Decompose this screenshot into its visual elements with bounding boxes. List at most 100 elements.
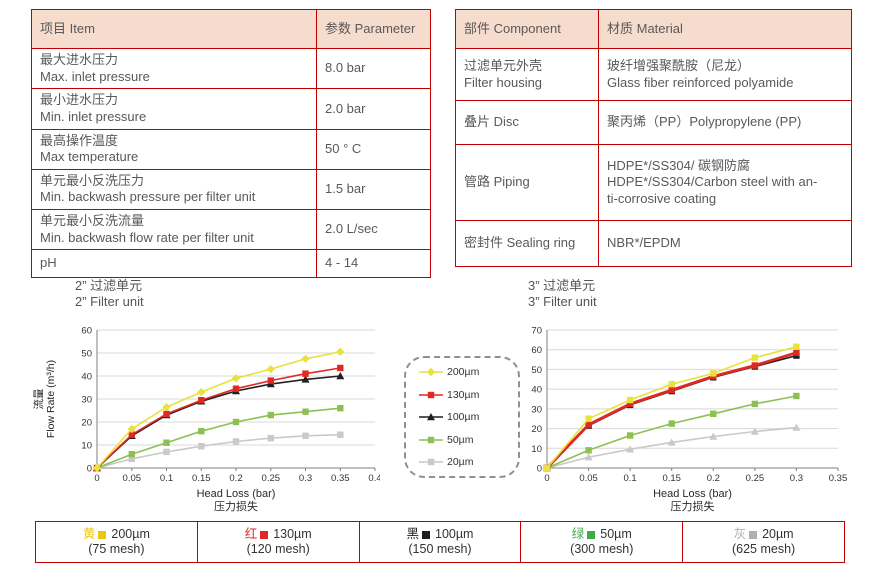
color-key-row: 红 130µm: [245, 527, 312, 542]
data-point-marker: [792, 423, 801, 431]
svg-text:10: 10: [531, 444, 542, 455]
data-point-marker: [197, 387, 206, 397]
spec-table-body: 最大进水压力 Max. inlet pressure 8.0 bar 最小进水压力 …: [31, 47, 431, 279]
color-swatch: [98, 530, 107, 539]
data-point-marker: [198, 397, 205, 404]
data-point-marker: [128, 451, 135, 458]
color-name-cn: 黑: [406, 527, 419, 541]
x-axis-label: Head Loss (bar) 压力损失: [97, 488, 375, 514]
data-point-marker: [163, 410, 170, 418]
data-point-marker: [626, 400, 634, 408]
series-line-50µm: [96, 407, 341, 469]
material-cell: 玻纤增强聚酰胺（尼龙） Glass fiber reinforced polya…: [598, 48, 852, 101]
spec-header-parameter: 参数 Parameter: [316, 9, 431, 49]
data-point-marker: [267, 434, 274, 442]
color-key-row: 黑 100µm: [406, 527, 473, 542]
data-point-marker: [427, 458, 435, 466]
data-point-marker: [337, 431, 344, 438]
component-cell: 管路 Piping: [455, 144, 599, 221]
data-point-marker: [232, 385, 240, 392]
svg-text:0: 0: [87, 464, 92, 475]
micron-size: 20µm: [762, 527, 794, 541]
data-point-marker: [668, 381, 675, 388]
series-line-50µm: [546, 395, 797, 469]
data-point-marker: [128, 455, 135, 462]
legend-entry-label: 200µm: [447, 366, 480, 378]
material-table-body: 过滤单元外壳 Filter housing 玻纤增强聚酰胺（尼龙） Glass f…: [455, 48, 852, 267]
data-point-marker: [302, 370, 309, 377]
chart-title-cn: 3” 过滤单元: [528, 278, 596, 293]
legend-entry: 200µm: [418, 366, 512, 378]
chart-title: 3” 过滤单元 3” Filter unit: [528, 278, 866, 310]
chart-title: 2” 过滤单元 2” Filter unit: [75, 278, 398, 310]
data-point-marker: [127, 424, 136, 434]
color-name-cn: 黄: [82, 527, 96, 541]
data-point-marker: [337, 405, 344, 412]
parameter-cell: 8.0 bar: [316, 47, 431, 90]
material-cell: NBR*/EPDM: [598, 220, 852, 267]
legend-entry: 50µm: [418, 434, 512, 446]
data-point-marker: [301, 375, 310, 383]
spec-header-item: 项目 Item: [31, 9, 317, 49]
color-key-row: 黄 200µm: [83, 527, 150, 542]
data-point-marker: [751, 400, 759, 408]
svg-text:50: 50: [81, 349, 92, 360]
legend-marker-icon: [419, 436, 443, 443]
item-cell: 单元最小反洗流量 Min. backwash flow rate per fil…: [31, 208, 317, 251]
svg-text:20: 20: [531, 424, 542, 435]
data-point-marker: [710, 370, 717, 377]
table-row: 叠片 Disc 聚丙烯（PP）Polypropylene (PP): [455, 100, 852, 145]
color-key-cell: 黑 100µm (150 mesh): [358, 522, 521, 562]
data-point-marker: [426, 367, 436, 377]
parameter-cell: 2.0 bar: [316, 88, 431, 130]
table-row: 最小进水压力 Min. inlet pressure 2.0 bar: [31, 88, 431, 130]
data-point-marker: [626, 396, 634, 404]
data-point-marker: [750, 427, 759, 435]
chart-3inch-filter-unit: 3” 过滤单元 3” Filter unit 0 10 20 30 40 50 60 70 0 0…: [496, 278, 866, 514]
data-point-marker: [302, 432, 309, 439]
svg-text:0.15: 0.15: [192, 473, 211, 484]
material-header-material: 材质 Material: [598, 9, 852, 49]
item-cell: 最高操作温度 Max temperature: [31, 128, 317, 170]
data-point-marker: [626, 445, 635, 453]
data-point-marker: [543, 464, 551, 472]
micron-size: 100µm: [435, 527, 474, 541]
data-point-marker: [585, 421, 592, 428]
material-header-component: 部件 Component: [455, 9, 599, 49]
data-point-marker: [667, 438, 676, 446]
micron-size: 50µm: [600, 527, 632, 541]
series-line-200µm: [96, 351, 341, 469]
color-key-row: 绿 50µm: [572, 527, 632, 542]
legend-entry-label: 100µm: [447, 411, 480, 423]
color-key-row: 灰 20µm: [734, 527, 794, 542]
table-row: pH 4 - 14: [31, 249, 431, 279]
data-point-marker: [128, 431, 135, 438]
color-key-cell: 灰 20µm (625 mesh): [682, 522, 844, 562]
spec-table-header-row: 项目 Item 参数 Parameter: [31, 9, 431, 49]
mesh-size: (625 mesh): [731, 542, 796, 556]
data-point-marker: [92, 463, 102, 473]
mesh-size: (75 mesh): [88, 542, 145, 556]
micron-series-legend: 200µm 130µm 100µm 50µm 20µm: [404, 356, 520, 478]
x-axis-label-en: Head Loss (bar): [196, 488, 276, 500]
item-cell: 最小进水压力 Min. inlet pressure: [31, 88, 317, 130]
table-row: 单元最小反洗流量 Min. backwash flow rate per fil…: [31, 208, 431, 251]
data-point-marker: [793, 343, 800, 350]
svg-text:60: 60: [81, 326, 92, 337]
svg-text:60: 60: [531, 345, 542, 356]
data-point-marker: [668, 420, 675, 427]
legend-entry: 20µm: [418, 456, 512, 468]
micron-size: 130µm: [273, 527, 312, 541]
svg-text:0.15: 0.15: [662, 473, 681, 484]
legend-marker-icon: [419, 391, 443, 398]
data-point-marker: [302, 408, 309, 415]
data-point-marker: [427, 413, 435, 421]
series-line-130µm: [96, 367, 341, 469]
table-row: 最高操作温度 Max temperature 50 ° C: [31, 128, 431, 170]
svg-text:0.35: 0.35: [829, 473, 848, 484]
svg-text:50: 50: [531, 365, 542, 376]
svg-text:30: 30: [81, 395, 92, 406]
svg-text:0.3: 0.3: [790, 473, 803, 484]
series-line-20µm: [546, 426, 797, 469]
legend-marker-icon: [419, 367, 443, 377]
